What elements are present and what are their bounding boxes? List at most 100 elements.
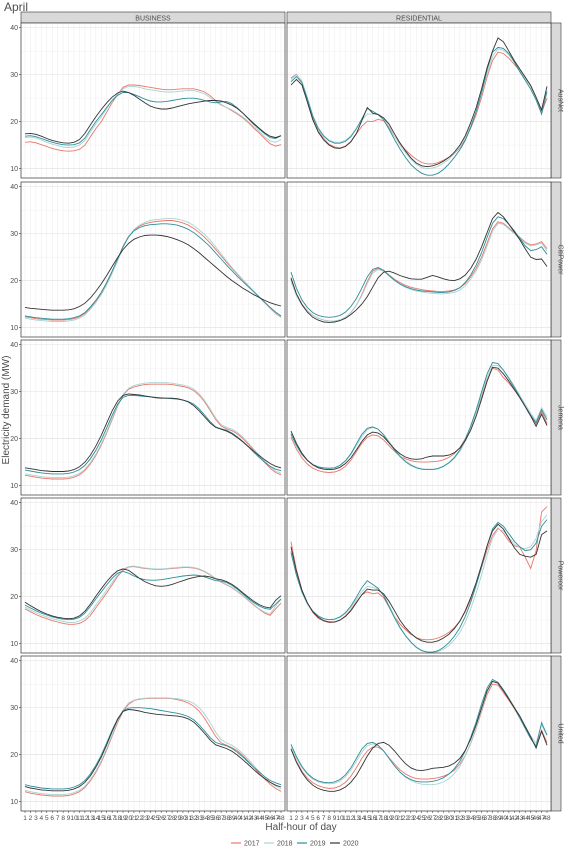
x-tick-label: 29 [440,815,448,822]
panel-border [20,22,286,179]
x-tick-label: 45 [261,815,269,822]
series-line-2020 [24,709,282,792]
x-tick-label: 32 [190,815,198,822]
x-tick-label: 20 [125,815,133,822]
x-tick-label: 27 [163,815,171,822]
facet-panel [19,339,286,496]
x-tick-label: 15 [98,815,106,822]
legend-label: 2020 [343,841,359,848]
y-tick-label: 10 [10,325,18,332]
x-tick-label: 19 [119,815,127,822]
x-tick-label: 46 [266,815,274,822]
x-tick-label: 11 [342,815,349,822]
y-tick-label: 20 [10,119,18,126]
y-tick-label: 30 [10,389,18,396]
x-tick-label: 36 [478,815,486,822]
panel-border [20,181,286,338]
series-line-2018 [24,697,282,796]
x-tick-label: 47 [272,815,280,822]
x-tick-label: 40 [500,815,508,822]
series-line-2018 [24,85,282,148]
y-tick-label: 40 [10,342,18,349]
facet-row-label: Jemena [557,405,564,430]
x-tick-label: 35 [473,815,481,822]
x-tick-label: 1 [23,815,27,822]
facet-panels: BUSINESS RESIDENTIAL AusNet 10 20 30 40 CitiPow… [10,11,564,822]
series-line-2017 [290,683,548,789]
x-tick-label: 32 [456,815,464,822]
x-tick-label: 48 [277,815,285,822]
panel-border [20,655,286,812]
x-tick-label: 1 [289,815,293,822]
x-tick-label: 25 [418,815,426,822]
x-tick-label: 3 [300,815,304,822]
x-tick-label: 13 [353,815,361,822]
x-tick-label: 17 [109,815,117,822]
x-tick-label: 26 [158,815,166,822]
panel-border [20,497,286,654]
panel-border [20,339,286,496]
x-tick-label: 29 [174,815,182,822]
series-line-2018 [24,382,282,479]
facet-row-label: CitiPower [557,245,564,276]
y-tick-label: 40 [10,25,18,32]
x-tick-label: 46 [532,815,540,822]
series-line-2019 [290,216,548,318]
x-tick-label: 4 [306,815,310,822]
x-tick-label: 11 [76,815,83,822]
x-tick-label: 43 [516,815,524,822]
x-tick-label: 18 [380,815,388,822]
x-tick-label: 36 [212,815,220,822]
series-line-2018 [24,565,282,623]
panel-border [286,181,552,338]
x-tick-label: 31 [185,815,193,822]
x-tick-label: 3 [34,815,38,822]
series-line-2020 [24,90,282,144]
series-line-2019 [24,223,282,320]
x-tick-label: 6 [316,815,320,822]
x-tick-label: 22 [402,815,410,822]
facet-panel [19,181,286,338]
x-tick-label: 17 [375,815,383,822]
x-tick-label: 24 [147,815,155,822]
x-tick-label: 23 [407,815,415,822]
x-tick-label: 30 [445,815,453,822]
x-tick-label: 31 [451,815,459,822]
x-tick-label: 9 [67,815,71,822]
facet-panel [19,22,286,179]
x-tick-label: 26 [424,815,432,822]
x-tick-label: 18 [114,815,122,822]
panel-border [286,339,552,496]
facet-panel: 1 2 3 4 5 6 7 8 9 1011121314151617181920212223242… [19,655,286,822]
x-tick-label: 21 [130,815,138,822]
series-line-2018 [290,48,548,170]
x-tick-label: 16 [369,815,377,822]
facet-row-label: United [557,723,564,743]
series-line-2017 [290,51,548,165]
x-tick-label: 39 [494,815,502,822]
x-tick-label: 10 [336,815,344,822]
x-tick-label: 5 [311,815,315,822]
series-line-2017 [24,84,282,152]
x-tick-label: 8 [61,815,65,822]
x-tick-label: 9 [333,815,337,822]
x-tick-label: 6 [50,815,54,822]
x-tick-label: 48 [543,815,551,822]
y-tick-label: 40 [10,184,18,191]
y-tick-label: 20 [10,752,18,759]
y-tick-label: 20 [10,436,18,443]
x-tick-label: 20 [391,815,399,822]
x-tick-label: 43 [250,815,258,822]
chart-title: April [4,0,28,14]
x-tick-label: 41 [239,815,247,822]
x-tick-label: 47 [538,815,546,822]
x-tick-label: 21 [396,815,404,822]
x-tick-label: 12 [347,815,355,822]
series-line-2019 [290,678,548,784]
series-line-2018 [24,218,282,322]
x-tick-label: 41 [505,815,513,822]
series-line-2019 [290,361,548,471]
series-line-2019 [290,46,548,176]
x-tick-label: 37 [483,815,491,822]
x-tick-label: 44 [256,815,264,822]
